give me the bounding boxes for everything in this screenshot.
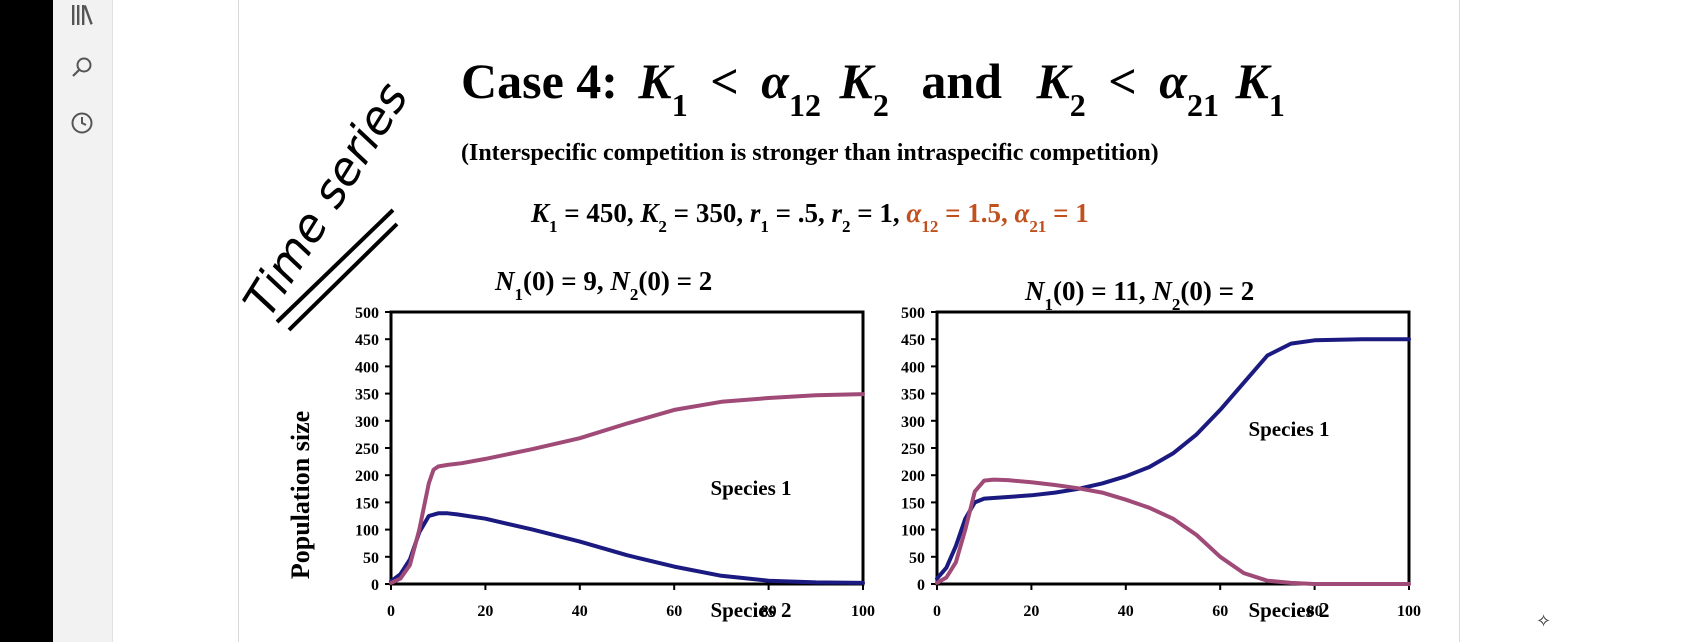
search-icon[interactable] (69, 55, 95, 81)
y-tick-label: 150 (901, 495, 925, 512)
y-tick-label: 350 (901, 387, 925, 404)
y-tick-label: 450 (355, 332, 379, 349)
chart-2: 0 50 100 150 200 250 300 350 400 450 500 0 20 40 60 80 1… (901, 305, 1421, 622)
plot-frame (389, 310, 865, 586)
r2-value: 1 (879, 198, 893, 228)
window-edge (0, 0, 53, 642)
a12-value: 1.5 (967, 198, 1001, 228)
sidebar (53, 0, 113, 642)
series-label: Species 2 (710, 598, 791, 622)
series-line-species-2 (935, 477, 1411, 586)
x-tick-label: 60 (1212, 603, 1228, 620)
y-tick-label: 250 (355, 441, 379, 458)
k2-value: 350 (696, 198, 737, 228)
k1-value: 450 (586, 198, 627, 228)
y-tick-label: 350 (355, 387, 379, 404)
series-label: Species 1 (710, 476, 791, 500)
y-tick-label: 50 (363, 550, 379, 567)
y-tick-label: 500 (901, 305, 925, 322)
series-label: Species 1 (1248, 417, 1329, 441)
x-tick-label: 0 (933, 603, 941, 620)
y-tick-label: 200 (355, 468, 379, 485)
sparkle-icon[interactable]: ✧ (1536, 611, 1552, 632)
x-tick-label: 80 (1307, 603, 1323, 620)
y-tick-label: 250 (901, 441, 925, 458)
svg-text:Time series: Time series (239, 73, 419, 326)
x-tick-label: 20 (477, 603, 493, 620)
slide: Case 4: K1 < α12 K2 and K2 < α21 K1 (Int… (238, 0, 1460, 642)
y-tick-label: 50 (909, 550, 925, 567)
r1-value: .5 (798, 198, 818, 228)
y-tick-label: 300 (355, 414, 379, 431)
y-tick-label: 100 (901, 523, 925, 540)
y-tick-label: 400 (355, 359, 379, 376)
y-tick-label: 0 (917, 577, 925, 594)
slide-title: Case 4: K1 < α12 K2 and K2 < α21 K1 (461, 53, 1285, 123)
y-axis-label: Population size (286, 411, 315, 579)
x-tick-label: 40 (572, 603, 588, 620)
x-tick-label: 40 (1118, 603, 1134, 620)
slide-subtitle: (Interspecific competition is stronger t… (461, 140, 1159, 166)
y-tick-label: 500 (355, 305, 379, 322)
history-icon[interactable] (69, 110, 95, 136)
y-tick-label: 150 (355, 495, 379, 512)
y-tick-label: 0 (371, 577, 379, 594)
parameter-line: K1 = 450, K2 = 350, r1 = .5, r2 = 1, α12… (530, 198, 1089, 236)
library-icon[interactable] (69, 2, 95, 28)
chart-1-title: N1(0) = 9, N2(0) = 2 (494, 266, 712, 304)
chart-2-title: N1(0) = 11, N2(0) = 2 (1024, 276, 1254, 314)
x-tick-label: 100 (851, 603, 875, 620)
x-tick-label: 100 (1397, 603, 1421, 620)
plot-frame (935, 310, 1411, 586)
y-tick-label: 300 (901, 414, 925, 431)
y-tick-label: 100 (355, 523, 379, 540)
x-tick-label: 60 (666, 603, 682, 620)
x-tick-label: 20 (1023, 603, 1039, 620)
series-line-species-2 (389, 392, 865, 585)
handwritten-annotation: Time series (239, 73, 419, 332)
series-line-species-1 (935, 337, 1411, 581)
y-tick-label: 450 (901, 332, 925, 349)
y-tick-label: 200 (901, 468, 925, 485)
y-tick-label: 400 (901, 359, 925, 376)
series-line-species-1 (389, 511, 865, 585)
a21-value: 1 (1075, 198, 1089, 228)
x-tick-label: 80 (761, 603, 777, 620)
series-label: Species 2 (1248, 598, 1329, 622)
chart-1: 0 50 100 150 200 250 300 350 400 450 500 0 20 40 60 80 1… (355, 305, 875, 622)
x-tick-label: 0 (387, 603, 395, 620)
